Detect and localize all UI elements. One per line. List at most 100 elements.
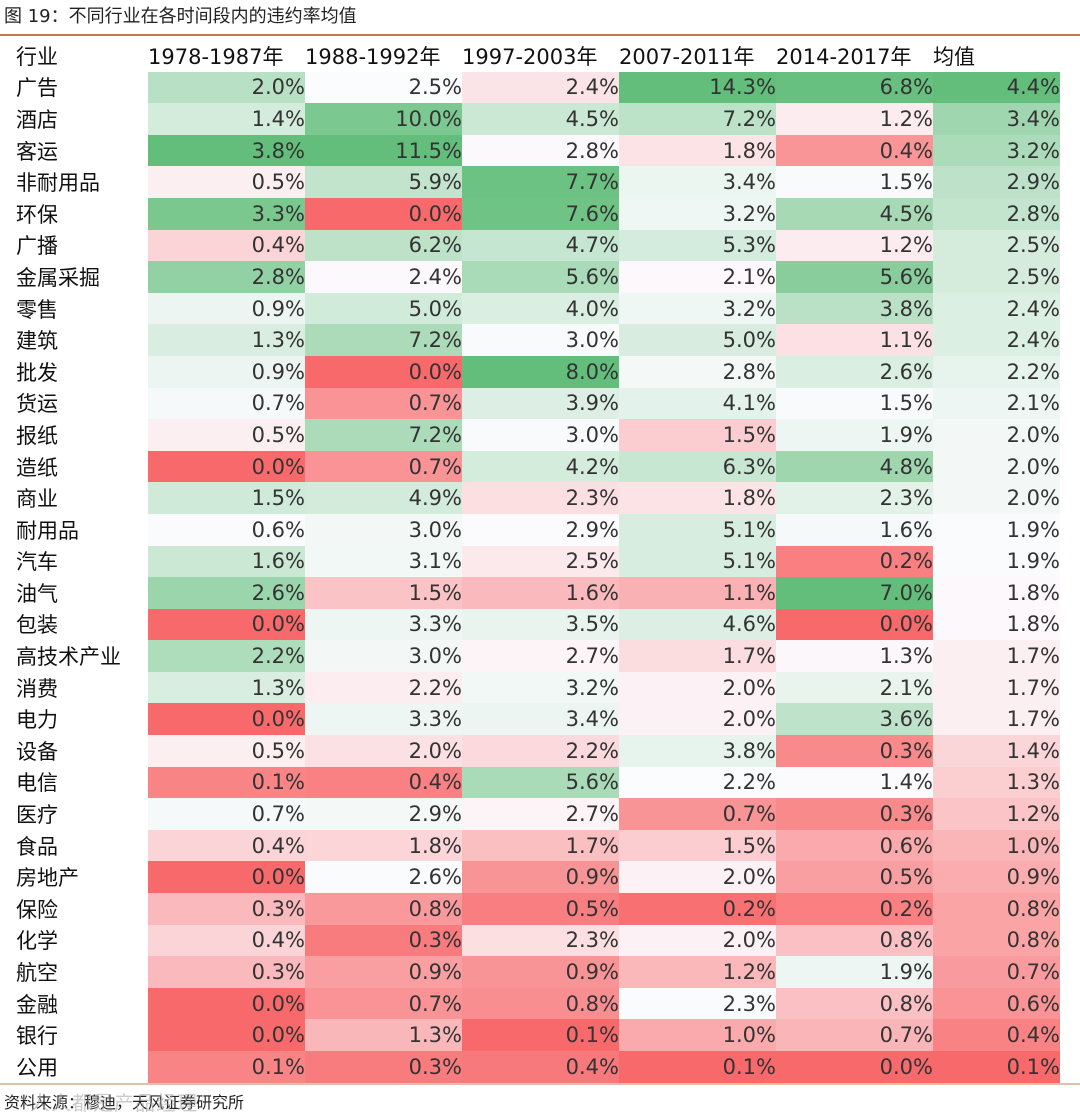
rate-cell: 2.8% bbox=[619, 355, 776, 388]
rate-cell: 1.0% bbox=[933, 829, 1060, 862]
rate-cell: 2.5% bbox=[933, 261, 1060, 293]
table-row: 银行 0.0% 1.3% 0.1% 1.0% 0.7% 0.4% bbox=[16, 1019, 1060, 1051]
rate-cell: 0.3% bbox=[305, 924, 462, 957]
rate-cell: 3.4% bbox=[933, 103, 1060, 135]
rate-cell: 2.7% bbox=[462, 640, 619, 672]
rate-cell: 5.0% bbox=[305, 292, 462, 325]
rate-cell: 2.9% bbox=[933, 166, 1060, 198]
rate-cell: 1.9% bbox=[776, 419, 933, 451]
rate-cell: 2.2% bbox=[148, 640, 305, 672]
table-row: 环保 3.3% 0.0% 7.6% 3.2% 4.5% 2.8% bbox=[16, 197, 1060, 230]
rate-cell: 3.6% bbox=[776, 703, 933, 736]
industry-cell: 环保 bbox=[16, 197, 148, 230]
rate-cell: 1.3% bbox=[148, 671, 305, 704]
header-period-2007-2011: 2007-2011年 bbox=[619, 44, 755, 69]
rate-cell: 11.5% bbox=[305, 134, 462, 167]
rate-cell: 1.5% bbox=[148, 482, 305, 514]
rate-cell: 2.8% bbox=[462, 134, 619, 167]
table-row: 航空 0.3% 0.9% 0.9% 1.2% 1.9% 0.7% bbox=[16, 956, 1060, 988]
rate-cell: 4.2% bbox=[462, 450, 619, 483]
rate-cell: 2.2% bbox=[462, 735, 619, 767]
rate-cell: 3.8% bbox=[776, 292, 933, 325]
rate-cell: 0.4% bbox=[933, 1019, 1060, 1051]
rate-cell: 2.6% bbox=[148, 577, 305, 609]
rate-cell: 5.6% bbox=[462, 261, 619, 293]
table-row: 货运 0.7% 0.7% 3.9% 4.1% 1.5% 2.1% bbox=[16, 387, 1060, 420]
rate-cell: 5.3% bbox=[619, 229, 776, 262]
rate-cell: 0.8% bbox=[462, 987, 619, 1020]
rate-cell: 0.5% bbox=[148, 735, 305, 767]
table-row: 商业 1.5% 4.9% 2.3% 1.8% 2.3% 2.0% bbox=[16, 482, 1060, 514]
rate-cell: 0.5% bbox=[462, 893, 619, 925]
rate-cell: 1.7% bbox=[933, 640, 1060, 672]
rate-cell: 5.1% bbox=[619, 513, 776, 546]
industry-cell: 高技术产业 bbox=[16, 640, 148, 672]
rate-cell: 7.2% bbox=[305, 419, 462, 451]
rate-cell: 2.0% bbox=[305, 735, 462, 767]
rate-cell: 1.7% bbox=[933, 671, 1060, 704]
title-rule bbox=[0, 34, 1080, 36]
rate-cell: 1.7% bbox=[933, 703, 1060, 736]
rate-cell: 2.5% bbox=[462, 545, 619, 578]
rate-cell: 1.8% bbox=[933, 577, 1060, 609]
rate-cell: 0.4% bbox=[462, 1051, 619, 1083]
rate-cell: 4.8% bbox=[776, 450, 933, 483]
rate-cell: 0.8% bbox=[305, 893, 462, 925]
rate-cell: 0.1% bbox=[933, 1051, 1060, 1083]
rate-cell: 0.6% bbox=[933, 987, 1060, 1020]
rate-cell: 0.7% bbox=[619, 798, 776, 830]
rate-cell: 0.9% bbox=[148, 292, 305, 325]
industry-cell: 设备 bbox=[16, 735, 148, 767]
rate-cell: 0.3% bbox=[148, 956, 305, 988]
rate-cell: 7.6% bbox=[462, 197, 619, 230]
industry-cell: 批发 bbox=[16, 355, 148, 388]
rate-cell: 2.0% bbox=[619, 861, 776, 894]
rate-cell: 6.3% bbox=[619, 450, 776, 483]
rate-cell: 4.9% bbox=[305, 482, 462, 514]
table-row: 金融 0.0% 0.7% 0.8% 2.3% 0.8% 0.6% bbox=[16, 987, 1060, 1020]
table-row: 客运 3.8% 11.5% 2.8% 1.8% 0.4% 3.2% bbox=[16, 134, 1060, 167]
rate-cell: 0.0% bbox=[148, 987, 305, 1020]
header-industry: 行业 bbox=[16, 44, 58, 69]
rate-cell: 0.7% bbox=[305, 987, 462, 1020]
rate-cell: 1.0% bbox=[619, 1019, 776, 1051]
rate-cell: 0.3% bbox=[148, 893, 305, 925]
rate-cell: 10.0% bbox=[305, 103, 462, 135]
header-mean: 均值 bbox=[933, 44, 975, 69]
rate-cell: 0.5% bbox=[148, 166, 305, 198]
rate-cell: 1.2% bbox=[776, 103, 933, 135]
rate-cell: 3.4% bbox=[462, 703, 619, 736]
rate-cell: 5.6% bbox=[462, 766, 619, 799]
table-row: 电信 0.1% 0.4% 5.6% 2.2% 1.4% 1.3% bbox=[16, 766, 1060, 799]
table-row: 建筑 1.3% 7.2% 3.0% 5.0% 1.1% 2.4% bbox=[16, 324, 1060, 356]
rate-cell: 2.2% bbox=[619, 766, 776, 799]
rate-cell: 1.3% bbox=[933, 766, 1060, 799]
rate-cell: 4.7% bbox=[462, 229, 619, 262]
rate-cell: 0.0% bbox=[148, 608, 305, 641]
industry-cell: 油气 bbox=[16, 577, 148, 609]
rate-cell: 0.8% bbox=[933, 924, 1060, 957]
industry-cell: 汽车 bbox=[16, 545, 148, 578]
rate-cell: 0.0% bbox=[776, 1051, 933, 1083]
rate-cell: 7.7% bbox=[462, 166, 619, 198]
rate-cell: 2.0% bbox=[148, 71, 305, 104]
rate-cell: 1.8% bbox=[619, 134, 776, 167]
rate-cell: 0.5% bbox=[148, 419, 305, 451]
industry-cell: 非耐用品 bbox=[16, 166, 148, 198]
rate-cell: 1.5% bbox=[776, 387, 933, 420]
rate-cell: 3.2% bbox=[619, 197, 776, 230]
rate-cell: 1.5% bbox=[776, 166, 933, 198]
rate-cell: 0.8% bbox=[776, 987, 933, 1020]
table-row: 广播 0.4% 6.2% 4.7% 5.3% 1.2% 2.5% bbox=[16, 229, 1060, 262]
rate-cell: 1.2% bbox=[619, 956, 776, 988]
rate-cell: 2.4% bbox=[462, 71, 619, 104]
rate-cell: 0.3% bbox=[776, 735, 933, 767]
rate-cell: 3.0% bbox=[462, 324, 619, 356]
rate-cell: 3.2% bbox=[933, 134, 1060, 167]
industry-cell: 建筑 bbox=[16, 324, 148, 356]
table-row: 批发 0.9% 0.0% 8.0% 2.8% 2.6% 2.2% bbox=[16, 355, 1060, 388]
header-period-1988-1992: 1988-1992年 bbox=[305, 44, 441, 69]
rate-cell: 0.2% bbox=[619, 893, 776, 925]
rate-cell: 0.4% bbox=[305, 766, 462, 799]
source-note: 资料来源：穆迪，天风证券研究所 bbox=[4, 1093, 245, 1112]
